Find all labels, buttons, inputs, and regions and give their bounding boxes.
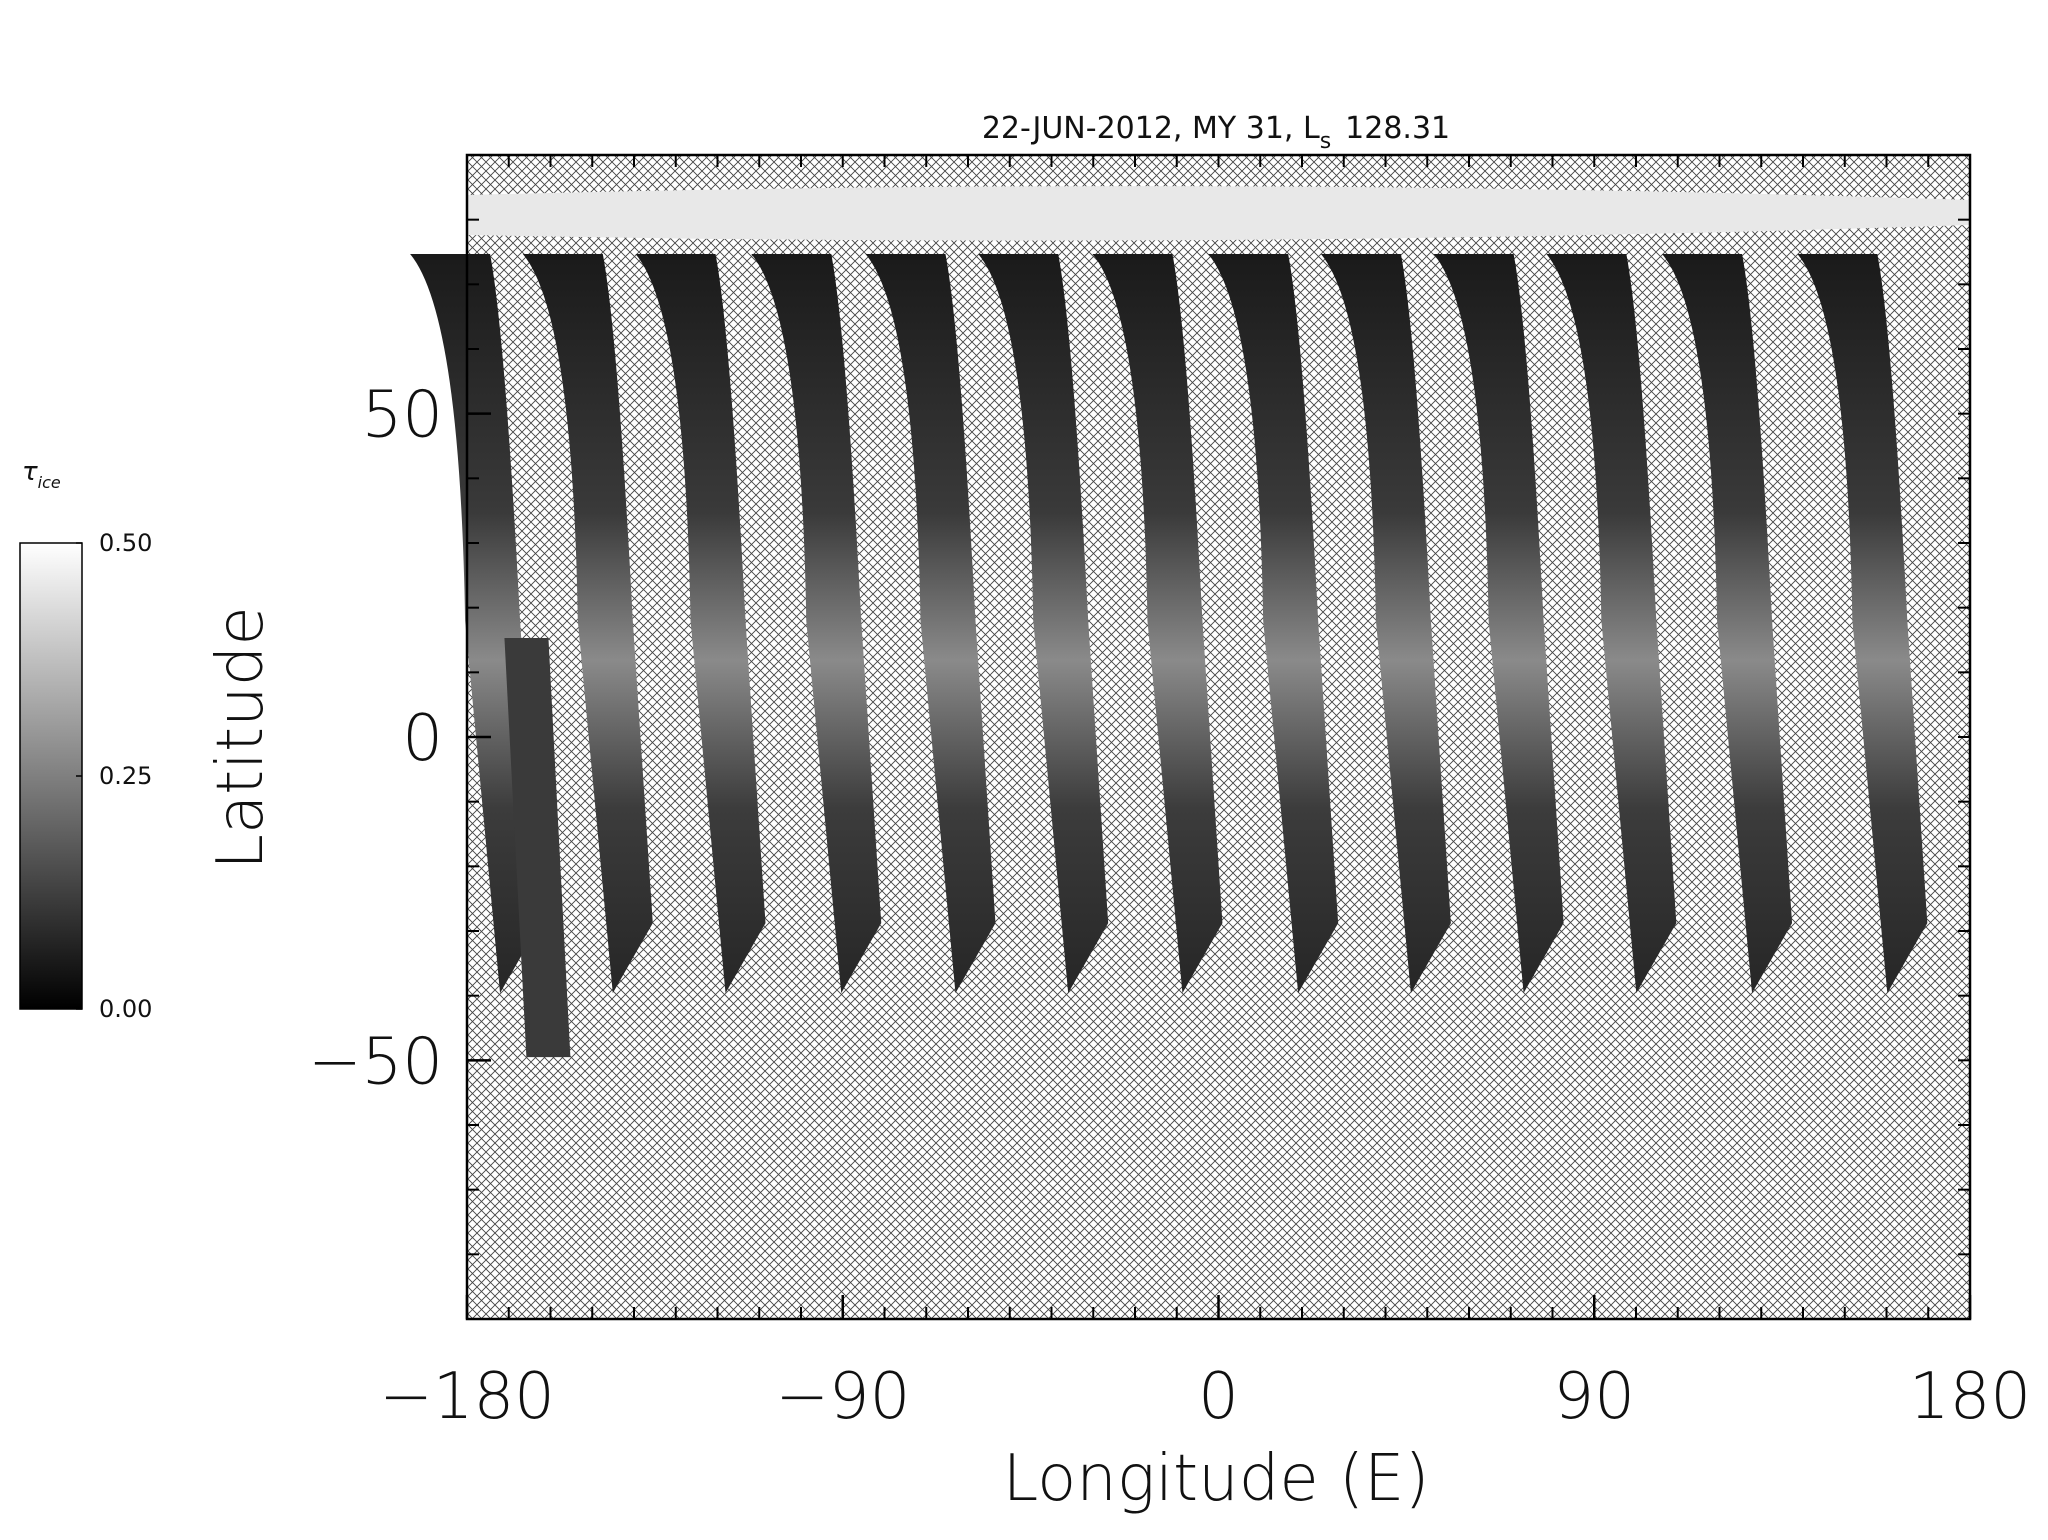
x-tick-label: 0 bbox=[1198, 1360, 1239, 1434]
swath bbox=[1208, 253, 1339, 994]
colorbar bbox=[19, 542, 83, 1010]
x-tick-label: 180 bbox=[1909, 1360, 2031, 1434]
swath bbox=[1546, 253, 1677, 994]
swath bbox=[1320, 253, 1451, 994]
colorbar-tick-label: 0.00 bbox=[99, 995, 152, 1023]
plot-area bbox=[410, 153, 1972, 1321]
x-tick-label: −90 bbox=[775, 1360, 910, 1434]
x-axis-label: Longitude (E) bbox=[1003, 1442, 1430, 1516]
colorbar-label-sub: ice bbox=[38, 473, 61, 492]
x-tick-label: 90 bbox=[1554, 1360, 1635, 1434]
swath bbox=[1797, 253, 1928, 994]
colorbar-label-main: τ bbox=[22, 457, 38, 487]
swath bbox=[978, 253, 1109, 994]
y-tick-label: 0 bbox=[402, 702, 443, 776]
swath bbox=[522, 253, 653, 994]
swath bbox=[410, 253, 541, 994]
swath bbox=[751, 253, 882, 994]
x-tick-label: −180 bbox=[379, 1360, 555, 1434]
colorbar-label: τice bbox=[22, 457, 61, 492]
title-subscript: s bbox=[1320, 129, 1331, 154]
y-tick-label: 50 bbox=[362, 379, 443, 453]
colorbar-tick-label: 0.50 bbox=[99, 529, 152, 557]
swath bbox=[1433, 253, 1564, 994]
polar-cap bbox=[467, 186, 1970, 241]
swath bbox=[1662, 253, 1793, 994]
swath bbox=[504, 638, 571, 1058]
colorbar-tick-label: 0.25 bbox=[99, 762, 152, 790]
swath bbox=[635, 253, 766, 994]
y-tick-label: −50 bbox=[308, 1025, 443, 1099]
title-value: 128.31 bbox=[1345, 111, 1450, 146]
swath bbox=[865, 253, 996, 994]
swath bbox=[1092, 253, 1223, 994]
title-text: 22-JUN-2012, MY 31, L bbox=[982, 111, 1320, 146]
y-axis-label: Latitude bbox=[204, 606, 278, 869]
chart-title: 22-JUN-2012, MY 31, Ls 128.31 bbox=[982, 111, 1450, 154]
